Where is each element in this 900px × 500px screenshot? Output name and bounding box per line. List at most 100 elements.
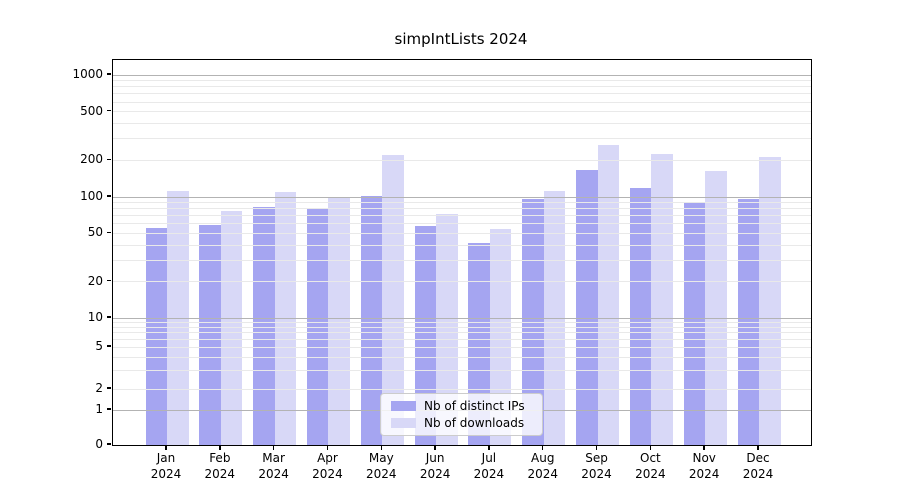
gridline-90 bbox=[113, 202, 811, 204]
y-tick-mark-200 bbox=[107, 158, 111, 161]
gridline-800 bbox=[113, 86, 811, 88]
bar-nov-downloads bbox=[705, 170, 727, 445]
y-tick-mark-500 bbox=[107, 109, 111, 112]
y-tick-mark-50 bbox=[107, 231, 111, 234]
bar-oct-distinct-ips bbox=[629, 187, 652, 445]
x-tick-mark-feb bbox=[219, 445, 221, 450]
y-tick-label-1000: 1000 bbox=[72, 67, 103, 81]
bar-apr-downloads bbox=[328, 197, 350, 445]
y-tick-mark-0 bbox=[107, 443, 111, 445]
gridline-100 bbox=[113, 196, 811, 198]
gridline-300 bbox=[113, 138, 811, 140]
x-tick-label-feb: Feb bbox=[209, 451, 231, 465]
bar-sep-distinct-ips bbox=[576, 169, 598, 445]
gridline-3 bbox=[113, 369, 811, 371]
y-tick-mark-5 bbox=[107, 345, 111, 347]
bar-jan-distinct-ips bbox=[145, 228, 167, 445]
gridline-7 bbox=[113, 332, 811, 334]
y-tick-label-0: 0 bbox=[95, 437, 103, 451]
y-tick-label-50: 50 bbox=[87, 225, 103, 240]
bar-jun-distinct-ips bbox=[414, 225, 437, 445]
x-tick-year-sep: 2024 bbox=[581, 467, 612, 481]
x-tick-year-feb: 2024 bbox=[204, 467, 236, 481]
x-tick-mark-apr bbox=[326, 445, 329, 450]
bar-may-distinct-ips bbox=[360, 195, 383, 445]
x-tick-label-mar: Mar bbox=[262, 451, 285, 465]
x-tick-label-jul: Jul bbox=[481, 451, 497, 465]
x-tick-label-aug: Aug bbox=[531, 451, 555, 465]
x-tick-label-may: May bbox=[368, 451, 394, 465]
gridline-1000 bbox=[113, 74, 811, 76]
x-tick-year-dec: 2024 bbox=[742, 467, 774, 481]
gridline-700 bbox=[113, 93, 811, 95]
gridline-30 bbox=[113, 259, 811, 261]
chart-title: simpIntLists 2024 bbox=[394, 30, 528, 48]
gridline-9 bbox=[113, 321, 811, 323]
gridline-60 bbox=[113, 223, 811, 225]
y-tick-label-200: 200 bbox=[80, 152, 103, 167]
legend-item-distinct-ips: Nb of distinct IPs bbox=[391, 399, 534, 413]
legend: Nb of distinct IPs Nb of downloads bbox=[380, 393, 543, 436]
y-tick-label-500: 500 bbox=[80, 103, 103, 118]
gridline-6 bbox=[113, 338, 811, 340]
gridline-70 bbox=[113, 215, 811, 217]
x-tick-label-dec: Dec bbox=[746, 451, 770, 465]
gridline-600 bbox=[113, 101, 811, 103]
bar-jul-downloads bbox=[489, 229, 512, 445]
x-tick-label-oct: Oct bbox=[640, 451, 661, 465]
gridline-2 bbox=[113, 388, 811, 390]
legend-item-downloads: Nb of downloads bbox=[391, 416, 534, 430]
bar-may-downloads bbox=[382, 155, 404, 445]
legend-label-downloads: Nb of downloads bbox=[424, 416, 525, 430]
bar-mar-distinct-ips bbox=[253, 207, 275, 445]
bar-sep-downloads bbox=[597, 145, 620, 445]
x-tick-year-mar: 2024 bbox=[258, 467, 289, 481]
x-tick-year-aug: 2024 bbox=[527, 467, 558, 481]
x-tick-label-jan: Jan bbox=[156, 451, 176, 465]
bar-feb-distinct-ips bbox=[199, 224, 221, 445]
y-tick-label-20: 20 bbox=[87, 273, 103, 288]
y-tick-label-100: 100 bbox=[80, 189, 103, 203]
y-tick-mark-2 bbox=[107, 387, 111, 389]
y-tick-label-2: 2 bbox=[95, 381, 103, 395]
x-tick-mark-mar bbox=[272, 445, 275, 450]
x-tick-label-sep: Sep bbox=[585, 451, 608, 465]
bar-feb-downloads bbox=[220, 211, 243, 445]
x-tick-mark-dec bbox=[757, 445, 759, 450]
y-tick-mark-20 bbox=[107, 279, 111, 282]
x-tick-year-nov: 2024 bbox=[688, 467, 720, 481]
x-tick-year-jul: 2024 bbox=[473, 467, 505, 481]
x-tick-mark-sep bbox=[595, 445, 598, 450]
bar-dec-downloads bbox=[759, 156, 781, 445]
legend-swatch-distinct-ips bbox=[391, 401, 416, 411]
gridline-900 bbox=[113, 80, 811, 82]
gridline-8 bbox=[113, 326, 811, 328]
y-tick-mark-1 bbox=[107, 408, 111, 410]
y-tick-label-5: 5 bbox=[95, 339, 103, 353]
bar-jun-downloads bbox=[436, 213, 458, 445]
y-tick-mark-100 bbox=[107, 195, 111, 197]
bar-oct-downloads bbox=[651, 154, 673, 445]
x-tick-mark-aug bbox=[541, 445, 544, 450]
gridline-4 bbox=[113, 356, 811, 358]
x-tick-year-may: 2024 bbox=[365, 467, 397, 481]
x-tick-mark-oct bbox=[649, 445, 652, 450]
x-tick-label-jun: Jun bbox=[425, 451, 445, 465]
gridline-40 bbox=[113, 244, 811, 246]
y-tick-mark-10 bbox=[107, 316, 111, 318]
gridline-20 bbox=[113, 281, 811, 283]
gridline-500 bbox=[113, 111, 811, 113]
legend-swatch-downloads bbox=[391, 418, 416, 428]
plot-area: Nb of distinct IPs Nb of downloads bbox=[112, 59, 812, 446]
y-tick-mark-1000 bbox=[107, 73, 111, 75]
gridline-10 bbox=[113, 317, 811, 319]
gridline-50 bbox=[113, 232, 811, 234]
x-tick-mark-may bbox=[380, 445, 383, 450]
gridline-400 bbox=[113, 123, 811, 125]
x-tick-label-apr: Apr bbox=[317, 451, 338, 465]
gridline-200 bbox=[113, 159, 811, 161]
gridline-80 bbox=[113, 208, 811, 210]
legend-label-distinct-ips: Nb of distinct IPs bbox=[424, 399, 525, 413]
x-tick-mark-nov bbox=[703, 445, 705, 450]
